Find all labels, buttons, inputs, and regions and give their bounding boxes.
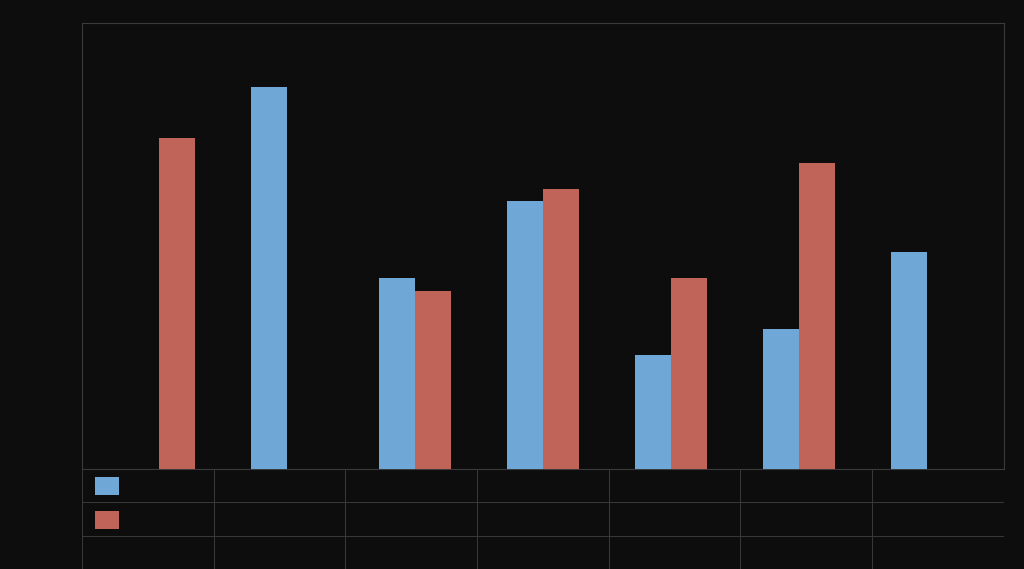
Bar xyxy=(799,163,835,469)
Bar xyxy=(543,189,579,469)
Bar xyxy=(95,510,119,529)
Bar xyxy=(891,253,927,469)
Bar xyxy=(763,329,799,469)
Bar xyxy=(251,86,287,469)
Bar xyxy=(95,477,119,495)
Bar xyxy=(671,278,707,469)
Bar xyxy=(635,354,671,469)
Bar xyxy=(159,138,195,469)
Bar xyxy=(415,291,451,469)
Bar xyxy=(507,201,543,469)
Bar xyxy=(379,278,415,469)
